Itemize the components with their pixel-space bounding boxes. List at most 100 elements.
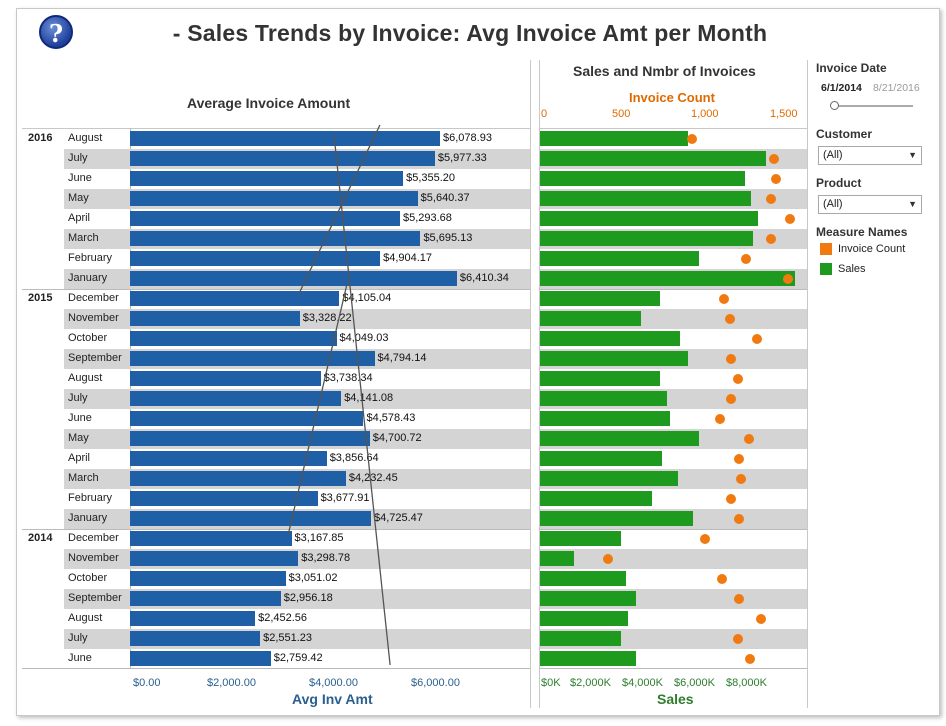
avg-invoice-bar[interactable] xyxy=(130,311,300,326)
invoice-count-dot[interactable] xyxy=(726,394,737,404)
avg-invoice-bar[interactable] xyxy=(130,131,441,146)
avg-invoice-bar[interactable] xyxy=(130,651,271,666)
right-bottom-axis xyxy=(539,668,807,669)
sales-bar[interactable] xyxy=(540,451,663,466)
sales-bar[interactable] xyxy=(540,271,795,286)
sales-bar[interactable] xyxy=(540,291,660,306)
sales-bar[interactable] xyxy=(540,631,621,646)
invoice-count-dot[interactable] xyxy=(732,634,743,644)
invoice-count-dot[interactable] xyxy=(699,534,710,544)
invoice-count-axis-tick: 500 xyxy=(612,108,631,120)
legend-swatch-sales[interactable] xyxy=(820,263,832,275)
avg-invoice-bar[interactable] xyxy=(130,291,340,306)
avg-invoice-bar[interactable] xyxy=(130,151,435,166)
invoice-count-dot[interactable] xyxy=(734,594,745,604)
sales-bar[interactable] xyxy=(540,411,670,426)
invoice-count-dot[interactable] xyxy=(770,174,781,184)
invoice-count-dot[interactable] xyxy=(718,294,729,304)
sales-bar[interactable] xyxy=(540,611,629,626)
right-top-rule xyxy=(539,128,807,129)
invoice-count-dot[interactable] xyxy=(716,574,727,584)
avg-invoice-bar[interactable] xyxy=(130,511,371,526)
invoice-count-dot[interactable] xyxy=(756,614,767,624)
left-axis-tick: $0.00 xyxy=(133,677,161,689)
customer-select[interactable]: (All) ▼ xyxy=(818,146,922,165)
avg-invoice-bar[interactable] xyxy=(130,171,404,186)
month-label: November xyxy=(68,552,119,564)
invoice-count-dot[interactable] xyxy=(784,214,795,224)
month-label: October xyxy=(68,572,108,584)
sales-bar[interactable] xyxy=(540,311,642,326)
sales-bar[interactable] xyxy=(540,131,689,146)
help-icon[interactable]: ? xyxy=(39,15,73,49)
date-slider-handle[interactable] xyxy=(830,101,839,110)
sales-bar[interactable] xyxy=(540,231,754,246)
avg-invoice-bar[interactable] xyxy=(130,451,327,466)
avg-invoice-value-label: $2,551.23 xyxy=(263,632,313,644)
sales-bar[interactable] xyxy=(540,651,637,666)
invoice-count-dot[interactable] xyxy=(734,514,745,524)
sales-bar[interactable] xyxy=(540,251,699,266)
month-label: August xyxy=(68,372,103,384)
invoice-count-dot[interactable] xyxy=(765,194,776,204)
invoice-count-dot[interactable] xyxy=(724,314,735,324)
avg-invoice-bar[interactable] xyxy=(130,631,261,646)
sales-bar[interactable] xyxy=(540,531,621,546)
avg-invoice-bar[interactable] xyxy=(130,551,299,566)
sales-bar[interactable] xyxy=(540,171,746,186)
avg-invoice-bar[interactable] xyxy=(130,331,337,346)
invoice-count-dot[interactable] xyxy=(740,254,751,264)
sales-bar[interactable] xyxy=(540,151,767,166)
avg-invoice-bar[interactable] xyxy=(130,531,292,546)
avg-invoice-bar[interactable] xyxy=(130,391,342,406)
sales-bar[interactable] xyxy=(540,191,751,206)
avg-invoice-bar[interactable] xyxy=(130,471,346,486)
invoice-count-dot[interactable] xyxy=(726,494,737,504)
invoice-count-dot[interactable] xyxy=(715,414,726,424)
avg-invoice-bar[interactable] xyxy=(130,611,256,626)
sales-bar[interactable] xyxy=(540,351,689,366)
sales-bar[interactable] xyxy=(540,551,574,566)
sales-bar[interactable] xyxy=(540,331,681,346)
sales-bar[interactable] xyxy=(540,211,759,226)
legend-swatch-invoice-count[interactable] xyxy=(820,243,832,255)
avg-invoice-bar[interactable] xyxy=(130,491,318,506)
invoice-count-dot[interactable] xyxy=(769,154,780,164)
sales-bar[interactable] xyxy=(540,511,694,526)
avg-invoice-bar[interactable] xyxy=(130,371,321,386)
month-label: September xyxy=(68,352,122,364)
sales-bar[interactable] xyxy=(540,391,668,406)
invoice-count-dot[interactable] xyxy=(745,654,756,664)
sales-bar[interactable] xyxy=(540,571,626,586)
sales-axis-tick: $4,000K xyxy=(622,677,663,689)
invoice-count-dot[interactable] xyxy=(783,274,794,284)
date-slider-track[interactable] xyxy=(834,105,913,107)
invoice-count-dot[interactable] xyxy=(734,454,745,464)
avg-invoice-bar[interactable] xyxy=(130,211,400,226)
invoice-count-dot[interactable] xyxy=(732,374,743,384)
invoice-count-dot[interactable] xyxy=(603,554,614,564)
sales-axis-tick: $6,000K xyxy=(674,677,715,689)
avg-invoice-bar[interactable] xyxy=(130,591,281,606)
product-select[interactable]: (All) ▼ xyxy=(818,195,922,214)
invoice-count-dot[interactable] xyxy=(765,234,776,244)
sales-bar[interactable] xyxy=(540,471,678,486)
avg-invoice-bar[interactable] xyxy=(130,231,421,246)
avg-invoice-bar[interactable] xyxy=(130,571,286,586)
invoice-count-dot[interactable] xyxy=(751,334,762,344)
sales-bar[interactable] xyxy=(540,431,699,446)
avg-invoice-value-label: $2,759.42 xyxy=(273,652,323,664)
invoice-count-dot[interactable] xyxy=(686,134,697,144)
invoice-count-dot[interactable] xyxy=(743,434,754,444)
avg-invoice-bar[interactable] xyxy=(130,351,375,366)
avg-invoice-bar[interactable] xyxy=(130,271,457,286)
invoice-count-axis-tick: 1,500 xyxy=(770,108,798,120)
sales-bar[interactable] xyxy=(540,491,652,506)
invoice-count-dot[interactable] xyxy=(735,474,746,484)
invoice-count-dot[interactable] xyxy=(726,354,737,364)
month-label: October xyxy=(68,332,108,344)
sales-bar[interactable] xyxy=(540,371,660,386)
month-label: February xyxy=(68,252,113,264)
sales-bar[interactable] xyxy=(540,591,637,606)
avg-invoice-bar[interactable] xyxy=(130,411,364,426)
